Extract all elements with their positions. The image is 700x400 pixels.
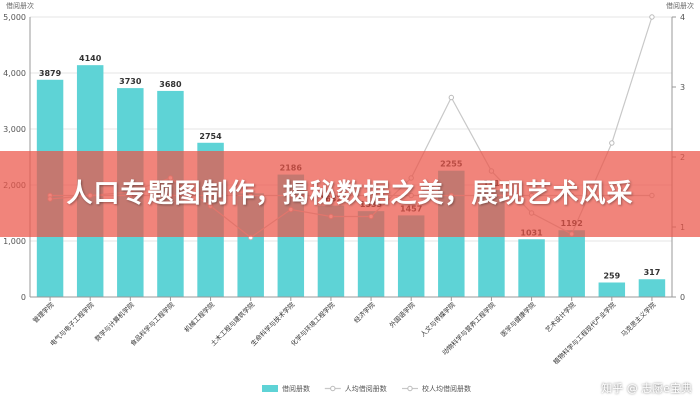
line-point <box>609 140 615 146</box>
x-tick-label: 外国语学院 <box>387 300 417 330</box>
y-right-tick-label: 4 <box>680 13 685 22</box>
y-left-tick-label: 5,000 <box>3 13 26 22</box>
y-left-tick-label: 3,000 <box>3 125 26 134</box>
y-left-tick-label: 0 <box>21 293 26 302</box>
x-tick-label: 化学与环境工程学院 <box>289 300 337 348</box>
x-tick-label: 机械工程学院 <box>182 300 216 334</box>
legend-label: 校人均借阅册数 <box>422 384 471 393</box>
x-tick-label: 艺术设计学院 <box>543 300 577 334</box>
legend-label: 人均借阅册数 <box>345 384 387 393</box>
watermark: 知乎 @ 志愿e宝典 <box>601 382 692 395</box>
bar-value-label: 317 <box>644 268 661 277</box>
bar-value-label: 259 <box>603 271 620 280</box>
bar <box>558 230 585 297</box>
x-tick-label: 人文与传媒学院 <box>418 300 457 339</box>
x-tick-label: 土木工程与建筑学院 <box>208 300 256 348</box>
legend-label: 借阅册数 <box>282 384 310 393</box>
x-tick-label: 电气与电子工程学院 <box>48 300 96 348</box>
bar-value-label: 3879 <box>39 69 62 78</box>
bar-value-label: 3730 <box>119 77 142 86</box>
y-left-axis-title: 借阅册次 <box>6 1 34 10</box>
bar <box>598 282 626 297</box>
x-tick-label: 经济学院 <box>352 300 377 325</box>
y-right-tick-label: 0 <box>680 293 685 302</box>
legend-swatch <box>262 385 278 392</box>
bar-value-label: 2754 <box>199 132 222 141</box>
y-right-tick-label: 3 <box>680 83 685 92</box>
legend-swatch-marker <box>330 385 336 392</box>
legend: 借阅册数 人均借阅册数 校人均借阅册数 <box>262 384 471 393</box>
y-right-axis-title: 借阅册次 <box>666 1 694 10</box>
legend-swatch-marker <box>407 385 413 392</box>
bar <box>638 279 666 297</box>
title-banner: 人口专题图制作，揭秘数据之美，展现艺术风采 <box>0 151 700 237</box>
bar-value-label: 3680 <box>159 80 182 89</box>
line-point <box>649 14 655 20</box>
y-left-tick-label: 4,000 <box>3 69 26 78</box>
bar-value-label: 4140 <box>79 54 102 63</box>
line-point <box>448 94 455 101</box>
x-tick-label: 植物科学与工程现代产业学院 <box>551 300 617 366</box>
x-tick-label: 马克思主义学院 <box>619 300 658 339</box>
x-tick-label: 生命科学与技术学院 <box>248 300 296 348</box>
x-tick-label: 管理学院 <box>31 300 56 325</box>
x-tick-label: 食品科学与工程学院 <box>128 300 176 348</box>
y-left-tick-label: 1,000 <box>3 237 26 246</box>
x-tick-label: 数学与计算机学院 <box>93 300 136 343</box>
x-tick-label: 医学与健康学院 <box>498 300 537 339</box>
bar <box>518 239 545 297</box>
banner-title: 人口专题图制作，揭秘数据之美，展现艺术风采 <box>66 179 634 209</box>
